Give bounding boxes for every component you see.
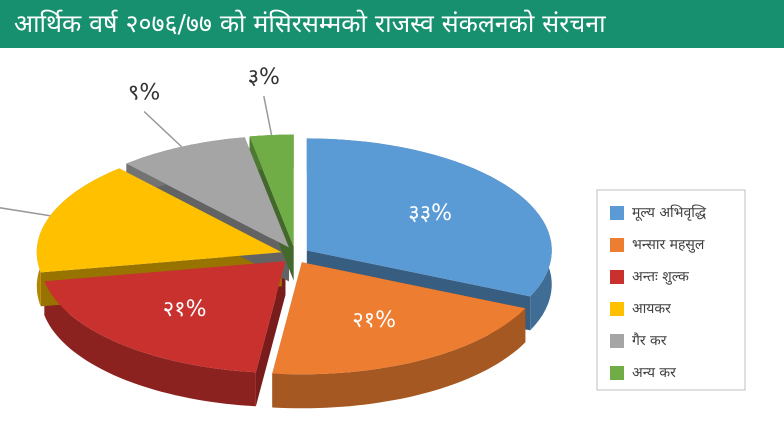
legend-swatch [610,302,624,316]
legend-label: अन्तः शुल्क [632,269,689,285]
leader-line [263,95,273,136]
slice [126,137,289,248]
legend-swatch [610,270,624,284]
slice [306,138,552,297]
slice-side [44,281,256,407]
legend-label: आयकर [632,301,671,317]
legend-swatch [610,334,624,348]
legend-box [596,189,746,391]
legend-swatch [610,206,624,220]
legend-label: अन्य कर [632,365,676,381]
legend-label: भन्सार महसुल [632,237,705,253]
slice [272,262,526,375]
slice-label: ३% [248,65,280,90]
legend-swatch [610,366,624,380]
slice-label: ३३% [408,201,452,226]
legend-label: मूल्य अभिवृद्धि [632,204,707,221]
slice [249,134,294,247]
legend-swatch [610,238,624,252]
slice-side [255,261,286,407]
slice [44,261,286,373]
chart-title: आर्थिक वर्ष २०७६/७७ को मंसिरसम्मको राजस्… [14,9,606,38]
title-bar [0,0,784,48]
leader-line [143,110,183,148]
legend-label: गैर कर [632,332,667,349]
slice-label: २१% [352,308,396,333]
leader-line [0,207,51,217]
slice-side [272,308,526,409]
slice-label: ९% [128,81,160,106]
slice [36,168,282,273]
slice-label: २१% [163,297,207,322]
